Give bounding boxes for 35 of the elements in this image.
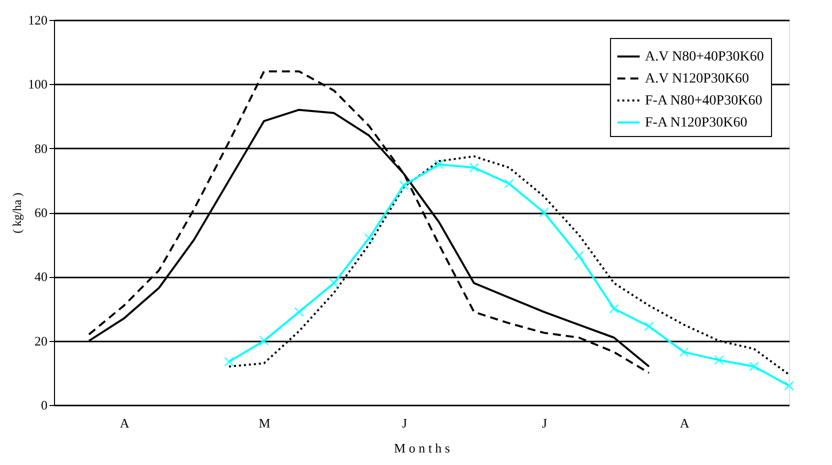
x-tick-label: A <box>120 416 130 430</box>
legend-label: A.V N120P30K60 <box>645 72 749 86</box>
y-tick-label: 100 <box>28 76 48 92</box>
point <box>399 180 409 190</box>
x-axis-title: M o n t h s <box>394 440 450 456</box>
point <box>364 233 374 244</box>
point <box>644 321 654 332</box>
point <box>679 347 689 357</box>
y-tick-label: 40 <box>34 269 48 284</box>
point <box>539 208 549 218</box>
y-tick-label: 80 <box>34 140 48 156</box>
point <box>469 162 479 173</box>
y-tick-label: 120 <box>28 12 48 28</box>
legend-label: F-A N80+40P30K60 <box>645 94 762 108</box>
point <box>224 356 234 367</box>
y-tick-label: 60 <box>34 205 48 220</box>
point <box>609 304 619 314</box>
point <box>714 355 724 366</box>
y-tick-label: 0 <box>41 398 48 412</box>
x-tick-label: J <box>542 416 548 430</box>
point <box>434 159 444 170</box>
x-tick-label: J <box>402 416 408 430</box>
x-tick-label: M <box>258 416 271 430</box>
point <box>749 362 759 372</box>
point <box>294 307 304 317</box>
point <box>574 250 584 261</box>
legend-label: F-A N120P30K60 <box>645 116 748 130</box>
point <box>784 380 794 391</box>
point <box>504 178 514 189</box>
y-tick-label: 20 <box>34 333 48 348</box>
point <box>329 278 339 288</box>
x-tick-label: A <box>680 416 690 430</box>
legend-label: A.V N80+40P30K60 <box>645 50 764 64</box>
point <box>259 336 269 346</box>
y-axis-title: ( kg/ha ) <box>10 192 24 234</box>
